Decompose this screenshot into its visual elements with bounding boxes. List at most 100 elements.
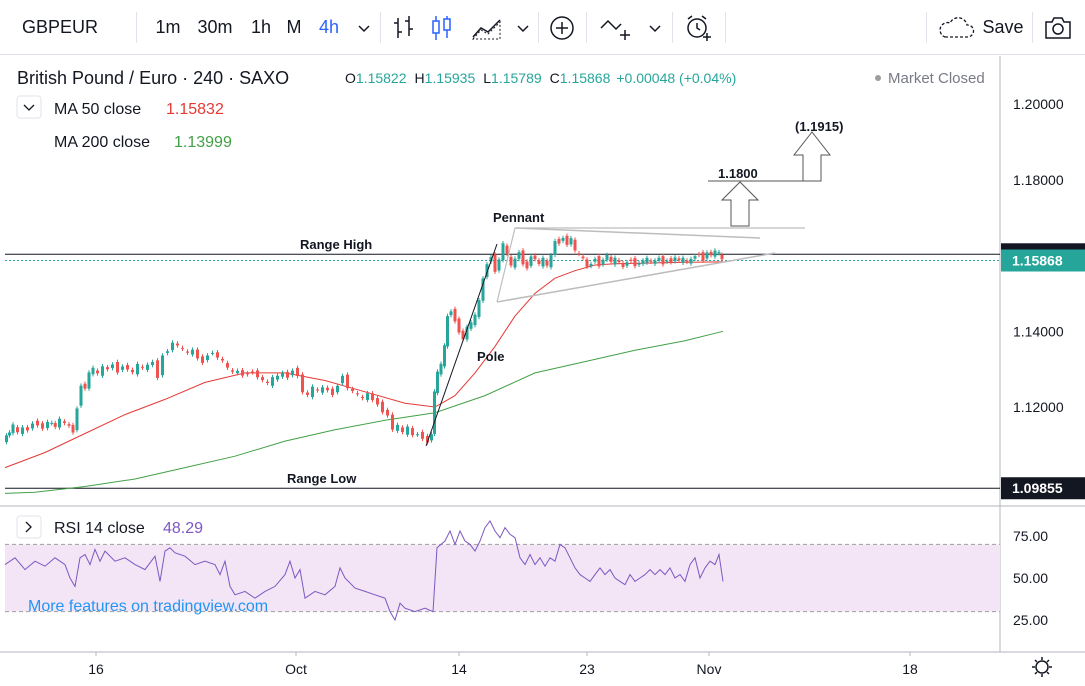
pole-line[interactable]: [425, 243, 498, 447]
chevron-down-icon: [517, 24, 529, 32]
candle: [246, 371, 249, 377]
candle-style-button[interactable]: [424, 0, 460, 55]
candle: [256, 368, 259, 380]
interval-30m-button[interactable]: 30m: [192, 0, 238, 55]
candle: [276, 373, 279, 382]
candle: [376, 395, 379, 407]
candle: [685, 258, 689, 265]
ma50-legend-value: 1.15832: [166, 101, 224, 118]
candle: [166, 348, 169, 356]
candle: [493, 252, 497, 275]
camera-icon: [1045, 16, 1071, 39]
top-toolbar: GBPEUR 1m 30m 1h M 4h: [0, 0, 1085, 55]
interval-label: 30m: [197, 17, 233, 37]
candle: [585, 257, 589, 270]
candle: [689, 256, 693, 266]
target-2-arrow[interactable]: [778, 131, 832, 182]
interval-4h-button[interactable]: 4h: [312, 0, 346, 55]
candle: [321, 385, 324, 395]
candle: [457, 316, 461, 335]
candle: [311, 384, 314, 400]
compare-button[interactable]: [594, 0, 638, 55]
candle: [665, 258, 669, 264]
area-style-button[interactable]: [464, 0, 510, 55]
range-high-label: Range High: [300, 237, 372, 252]
time-axis[interactable]: 16Oct1423Nov1828: [88, 652, 1043, 677]
chart-canvas[interactable]: Range High Range Low Pennant Pole 1.1800…: [0, 56, 1085, 686]
candle: [593, 256, 597, 264]
rsi-legend-label[interactable]: RSI 14 close: [54, 520, 145, 537]
candle: [266, 379, 269, 386]
candle: [411, 425, 414, 438]
time-tick-label: 23: [579, 661, 595, 677]
candle: [306, 390, 309, 398]
candle: [657, 255, 661, 264]
compare-dropdown-button[interactable]: [644, 0, 666, 55]
candle: [605, 252, 609, 263]
rsi-axis[interactable]: 75.00 50.00 25.00: [1013, 528, 1048, 628]
candle: [296, 365, 299, 379]
legend-collapse-button[interactable]: [16, 95, 42, 119]
bar-style-button[interactable]: [386, 0, 422, 55]
interval-1m-button[interactable]: 1m: [150, 0, 186, 55]
candle: [613, 255, 617, 267]
chart-settings-button[interactable]: [1032, 657, 1052, 677]
candle: [621, 260, 625, 270]
candle: [509, 254, 513, 268]
area-chart-icon: [471, 18, 501, 39]
candle: [505, 243, 509, 257]
tradingview-watermark[interactable]: More features on tradingview.com: [28, 598, 268, 615]
candle: [577, 250, 581, 257]
candle: [186, 349, 189, 355]
candle: [673, 255, 677, 264]
save-button[interactable]: Save: [930, 0, 1030, 55]
time-tick-label: Nov: [697, 661, 722, 677]
candle: [366, 390, 369, 403]
candle: [126, 362, 129, 372]
candle: [537, 258, 541, 267]
interval-label: 4h: [318, 17, 340, 37]
candle: [446, 313, 449, 349]
ma50-legend-label[interactable]: MA 50 close: [54, 101, 141, 118]
candle: [16, 424, 19, 435]
candle: [705, 250, 709, 261]
toolbar-divider: [136, 12, 137, 43]
pennant-drawing[interactable]: [496, 227, 805, 303]
add-indicator-button[interactable]: [544, 0, 580, 55]
candle: [617, 257, 621, 265]
style-dropdown-button[interactable]: [512, 0, 534, 55]
candle: [96, 368, 99, 376]
interval-1h-button[interactable]: 1h: [244, 0, 278, 55]
interval-m-button[interactable]: M: [282, 0, 306, 55]
snapshot-button[interactable]: [1036, 0, 1080, 55]
candle: [196, 347, 199, 361]
candle: [589, 261, 593, 269]
candle: [386, 407, 389, 418]
candles: [5, 233, 724, 445]
pole-label: Pole: [477, 349, 504, 364]
ohlc-high-label: H: [415, 70, 425, 86]
candle: [131, 367, 134, 375]
alert-button[interactable]: [678, 0, 718, 55]
candle: [351, 386, 354, 394]
candle: [430, 431, 433, 443]
rsi-collapse-button[interactable]: [16, 515, 42, 539]
candle: [221, 356, 224, 363]
candle: [316, 387, 319, 393]
candle: [421, 429, 424, 442]
toolbar-divider: [1032, 12, 1033, 43]
target-1-arrow[interactable]: [708, 180, 778, 227]
candle: [720, 252, 724, 262]
interval-label: 1m: [155, 17, 181, 37]
candle: [251, 369, 254, 375]
candle: [331, 386, 334, 398]
symbol-search-button[interactable]: GBPEUR: [22, 0, 98, 55]
candle: [443, 343, 446, 369]
interval-dropdown-button[interactable]: [352, 0, 376, 55]
candle: [401, 425, 404, 435]
candle: [681, 255, 685, 265]
candle: [50, 420, 54, 426]
ma200-legend-label[interactable]: MA 200 close: [54, 134, 150, 151]
candle: [581, 254, 585, 261]
